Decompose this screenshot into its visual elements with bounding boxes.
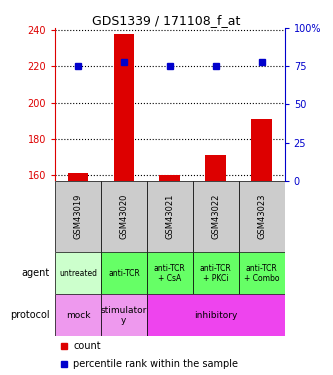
Bar	[55, 181, 101, 252]
Bar	[68, 173, 88, 181]
Bar	[114, 34, 134, 181]
Text: GSM43020: GSM43020	[119, 194, 129, 239]
Bar	[147, 294, 285, 336]
Text: protocol: protocol	[10, 310, 49, 320]
Text: GSM43019: GSM43019	[73, 194, 83, 239]
Text: GDS1339 / 171108_f_at: GDS1339 / 171108_f_at	[92, 14, 241, 27]
Text: GSM43023: GSM43023	[257, 194, 266, 239]
Bar	[147, 181, 193, 252]
Bar	[193, 252, 239, 294]
Text: GSM43021: GSM43021	[165, 194, 174, 239]
Bar	[101, 252, 147, 294]
Bar	[205, 155, 226, 181]
Text: anti-TCR: anti-TCR	[108, 269, 140, 278]
Text: percentile rank within the sample: percentile rank within the sample	[73, 359, 238, 369]
Text: mock: mock	[66, 311, 90, 320]
Text: anti-TCR
+ CsA: anti-TCR + CsA	[154, 264, 186, 283]
Bar	[251, 119, 272, 181]
Text: untreated: untreated	[59, 269, 97, 278]
Text: count: count	[73, 340, 101, 351]
Text: anti-TCR
+ Combo: anti-TCR + Combo	[244, 264, 279, 283]
Text: inhibitory: inhibitory	[194, 311, 237, 320]
Bar	[160, 175, 180, 181]
Bar	[101, 181, 147, 252]
Bar	[55, 294, 101, 336]
Text: stimulator
y: stimulator y	[101, 306, 147, 325]
Bar	[101, 294, 147, 336]
Bar	[239, 252, 285, 294]
Text: GSM43022: GSM43022	[211, 194, 220, 239]
Text: agent: agent	[21, 268, 49, 278]
Bar	[55, 252, 101, 294]
Bar	[239, 181, 285, 252]
Bar	[147, 252, 193, 294]
Bar	[193, 181, 239, 252]
Text: anti-TCR
+ PKCi: anti-TCR + PKCi	[200, 264, 232, 283]
